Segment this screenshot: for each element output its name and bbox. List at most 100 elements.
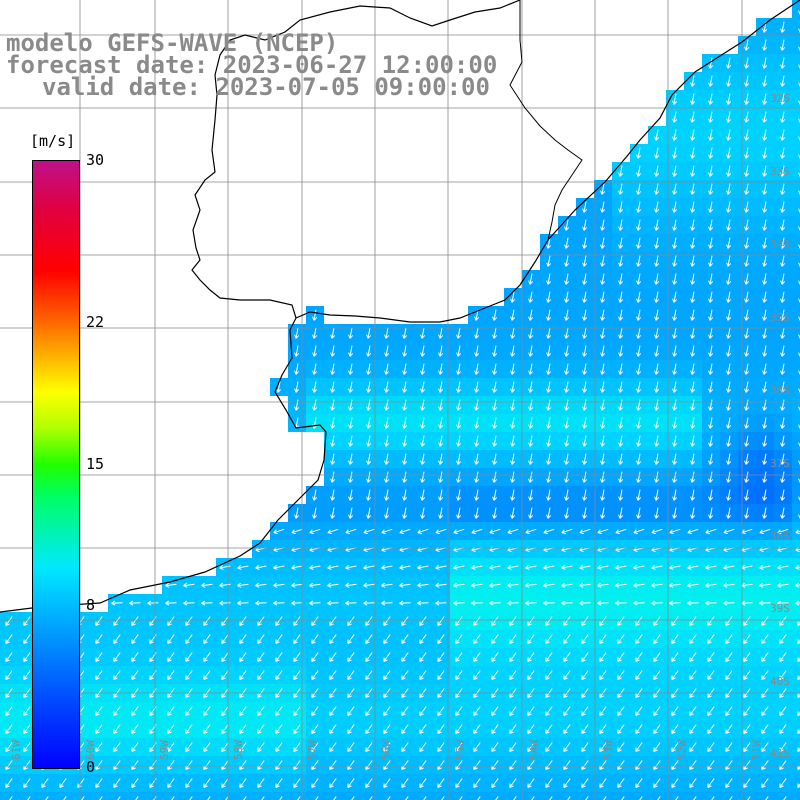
wind-arrow	[473, 670, 481, 680]
wind-arrow	[366, 417, 372, 429]
wind-speed-cell	[126, 792, 144, 800]
wind-arrow	[546, 363, 552, 375]
wind-arrow	[780, 399, 786, 411]
wind-arrow	[675, 796, 679, 800]
wind-arrow	[564, 471, 570, 483]
wind-arrow	[365, 652, 373, 662]
wind-arrow	[237, 582, 249, 588]
wind-arrow	[492, 399, 498, 411]
wind-arrow	[762, 345, 768, 357]
wind-arrow	[473, 616, 481, 626]
wind-arrow	[726, 255, 732, 267]
wind-arrow	[690, 129, 696, 141]
wind-arrow	[366, 507, 372, 519]
latitude-label: 37S	[770, 457, 790, 470]
wind-arrow	[365, 742, 373, 752]
wind-arrow	[402, 507, 408, 519]
wind-arrow	[780, 39, 786, 51]
wind-arrow	[636, 399, 642, 411]
wind-arrow	[491, 742, 499, 752]
wind-arrow	[744, 255, 750, 267]
wind-arrow	[546, 453, 552, 465]
wind-arrow	[309, 582, 321, 588]
wind-arrow	[597, 582, 609, 588]
wind-arrow	[399, 565, 411, 570]
wind-arrow	[543, 528, 555, 535]
wind-arrow	[311, 652, 319, 662]
wind-arrow	[582, 201, 588, 213]
wind-arrow	[779, 706, 787, 716]
wind-arrow	[654, 147, 660, 159]
wind-speed-cell	[288, 792, 306, 800]
wind-arrow	[726, 93, 732, 105]
wind-arrow	[221, 670, 229, 680]
wind-arrow	[365, 634, 373, 644]
wind-arrow	[639, 796, 643, 800]
wind-arrow	[491, 724, 499, 734]
wind-arrow	[492, 417, 498, 429]
wind-arrow	[783, 796, 787, 800]
wind-arrow	[239, 652, 247, 662]
wind-arrow	[545, 724, 553, 734]
wind-arrow	[455, 616, 463, 626]
wind-arrow	[582, 489, 588, 501]
wind-arrow	[347, 634, 355, 644]
wind-arrow	[510, 435, 516, 447]
wind-arrow	[669, 528, 681, 535]
wind-arrow	[744, 39, 750, 51]
wind-arrow	[348, 399, 354, 411]
wind-arrow	[564, 219, 570, 231]
wind-arrow	[708, 201, 714, 213]
wind-arrow	[690, 75, 696, 87]
wind-arrow	[600, 381, 606, 393]
wind-arrow	[543, 565, 555, 570]
wind-arrow	[131, 616, 139, 626]
wind-arrow	[777, 565, 789, 570]
wind-arrow	[366, 381, 372, 393]
wind-arrow	[311, 616, 319, 626]
wind-speed-cell	[792, 486, 800, 504]
wind-arrow	[510, 363, 516, 375]
wind-arrow	[347, 616, 355, 626]
wind-arrow	[312, 309, 318, 321]
wind-arrow	[779, 778, 787, 788]
wind-arrow	[527, 724, 535, 734]
wind-arrow	[708, 219, 714, 231]
wind-speed-cell	[558, 792, 576, 800]
wind-arrow	[183, 600, 195, 606]
wind-arrow	[708, 363, 714, 375]
wind-arrow	[635, 742, 643, 752]
wind-arrow	[203, 652, 211, 662]
wind-arrow	[708, 435, 714, 447]
wind-arrow	[654, 129, 660, 141]
wind-arrow	[471, 600, 483, 606]
wind-arrow	[327, 565, 339, 570]
wind-arrow	[780, 21, 786, 33]
wind-arrow	[549, 796, 553, 800]
wind-arrow	[510, 471, 516, 483]
wind-arrow	[528, 453, 534, 465]
wind-arrow	[509, 634, 517, 644]
wind-arrow	[491, 778, 499, 788]
wind-arrow	[780, 327, 786, 339]
wind-arrow	[489, 582, 501, 588]
wind-speed-cell	[792, 144, 800, 162]
wind-arrow	[309, 600, 321, 606]
wind-arrow	[113, 778, 121, 788]
wind-arrow	[329, 742, 337, 752]
coastline	[0, 0, 521, 613]
wind-arrow	[725, 706, 733, 716]
wind-arrow	[617, 742, 625, 752]
wind-speed-cell	[792, 648, 800, 666]
wind-arrow	[708, 183, 714, 195]
wind-arrow	[579, 582, 591, 588]
wind-arrow	[582, 237, 588, 249]
wind-speed-cell	[792, 126, 800, 144]
wind-arrow	[599, 706, 607, 716]
wind-arrow	[780, 489, 786, 501]
wind-arrow	[563, 742, 571, 752]
wind-arrow	[780, 471, 786, 483]
wind-arrow	[455, 706, 463, 716]
wind-arrow	[726, 453, 732, 465]
